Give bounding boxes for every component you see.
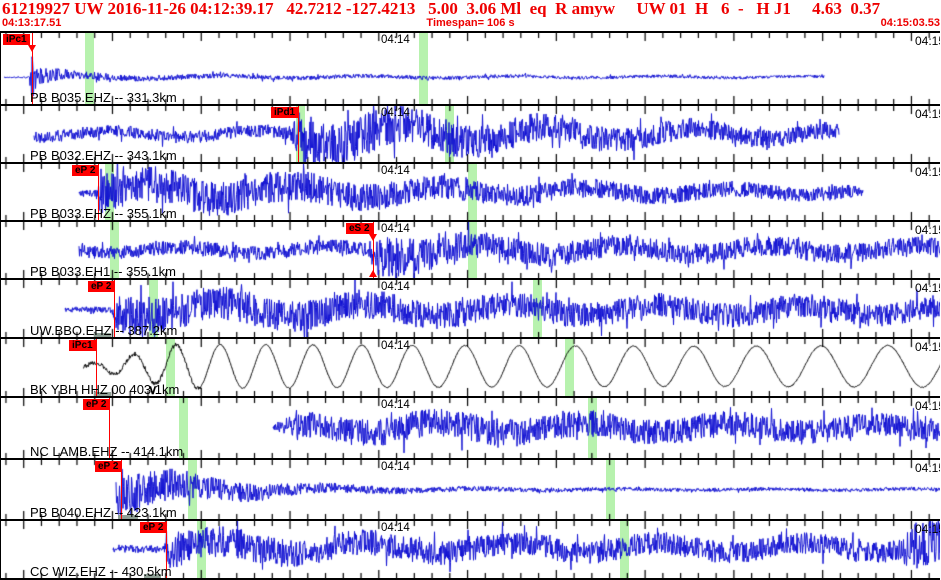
time-window-bar: 04:13:17.51 Timespan= 106 s 04:15:03.53 [0,17,941,30]
time-tick-label: 04:15 [915,223,940,237]
event-header: 61219927 UW 2016-11-26 04:12:39.17 42.72… [2,0,881,17]
station-label: PB B033.EH1 -- 355.1km [30,264,176,278]
phase-pick-flag[interactable]: eS 2 [346,223,373,234]
phase-pick-flag[interactable]: iPd1 [271,107,299,118]
pick-arrow-icon [28,45,36,52]
time-tick-label: 04:14 [381,281,410,293]
time-tick-label: 04:15 [915,461,940,475]
time-tick-label: 04:15 [915,340,940,354]
time-tick-label: 04:14 [381,34,410,46]
time-tick-label: 04:14 [381,522,410,534]
gap-marker [94,392,111,396]
waveform-canvas[interactable] [1,33,940,104]
waveform-canvas[interactable] [1,398,940,458]
waveform-canvas[interactable] [1,222,940,278]
trace-panel: iPc1 ∨ 04:14 04:15 PB B035.EHZ -- 331.3k… [0,31,940,104]
station-label: BK YBH HHZ 00 403.1km [30,382,180,396]
phase-pick-flag[interactable]: eP 2 [72,165,99,176]
time-tick-label: 04:14 [381,165,410,177]
phase-pick-line[interactable] [121,460,122,519]
trace-panel: iPd1 ∨ 04:14 04:15 PB B032.EHZ -- 343.1k… [0,104,940,162]
trace-panel: eS 2 ∨ 04:14 04:15 PB B033.EH1 -- 355.1k… [0,220,940,278]
phase-pick-line[interactable] [109,398,110,458]
window-end-time: 04:15:03.53 [880,17,940,29]
station-label: PB B035.EHZ -- 331.3km [30,90,177,104]
phase-pick-flag[interactable]: iPc1 [3,34,30,45]
trace-panel: eP 2 ∨ 04:14 04:15 CC WIZ.EHZ -- 430.5km [0,519,940,580]
phase-pick-line[interactable] [298,106,299,162]
time-tick-label: 04:14 [381,223,410,235]
waveform-canvas[interactable] [1,280,940,337]
phase-pick-line[interactable] [98,164,99,220]
phase-pick-line[interactable] [114,280,115,337]
time-tick-label: 04:14 [381,461,410,473]
trace-panel: eP 2 ∨ 04:14 04:15 PB B033.EHZ -- 355.1k… [0,162,940,220]
phase-pick-flag[interactable]: eP 2 [88,281,115,292]
trace-panel: iPc1 ∨ 04:14 04:15 BK YBH HHZ 00 403.1km [0,337,940,396]
waveform-canvas[interactable] [1,106,940,162]
phase-pick-line[interactable] [166,521,167,578]
phase-pick-flag[interactable]: eP 2 [83,399,110,410]
waveform-canvas[interactable] [1,460,940,519]
time-tick-label: 04:14 [381,340,410,352]
time-tick-label: 04:14 [381,399,410,411]
pick-arrow-icon [369,270,377,277]
phase-pick-flag[interactable]: iPc1 [69,340,96,351]
phase-pick-line[interactable] [32,33,33,104]
station-label: PB B032.EHZ -- 343.1km [30,148,177,162]
phase-pick-line[interactable] [373,222,374,278]
gap-marker [118,515,138,519]
timespan-label: Timespan= 106 s [426,17,515,29]
window-start-time: 04:13:17.51 [2,17,62,29]
station-label: PB B033.EHZ -- 355.1km [30,206,177,220]
time-tick-label: 04:15 [915,522,940,536]
coda-check-icon: ∨ [148,382,158,396]
station-label: NC LAMB.EHZ -- 414.1km [30,444,184,458]
trace-panel: eP 2 ∨ 04:14 04:15 UW.BBO.EHZ -- 387.2km [0,278,940,337]
station-label: PB B040.EHZ -- 423.1km [30,505,177,519]
phase-pick-flag[interactable]: eP 2 [140,522,167,533]
phase-pick-line[interactable] [96,339,97,396]
time-tick-label: 04:15 [915,165,940,179]
station-label: UW.BBO.EHZ -- 387.2km [30,323,178,337]
gap-marker [94,333,111,337]
time-tick-label: 04:14 [381,107,410,119]
phase-pick-flag[interactable]: eP 2 [95,461,122,472]
trace-panel: eP 2 ∨ 04:14 04:15 PB B040.EHZ -- 423.1k… [0,458,940,519]
waveform-canvas[interactable] [1,339,940,396]
time-tick-label: 04:15 [915,281,940,295]
pick-arrow-icon [369,234,377,241]
gap-marker [144,574,161,578]
time-tick-label: 04:15 [915,107,940,121]
time-tick-label: 04:15 [915,399,940,413]
time-tick-label: 04:15 [915,34,940,48]
waveform-canvas[interactable] [1,164,940,220]
trace-panel: eP 2 ∨ 04:14 04:15 NC LAMB.EHZ -- 414.1k… [0,396,940,458]
station-label: CC WIZ.EHZ -- 430.5km [30,564,172,579]
